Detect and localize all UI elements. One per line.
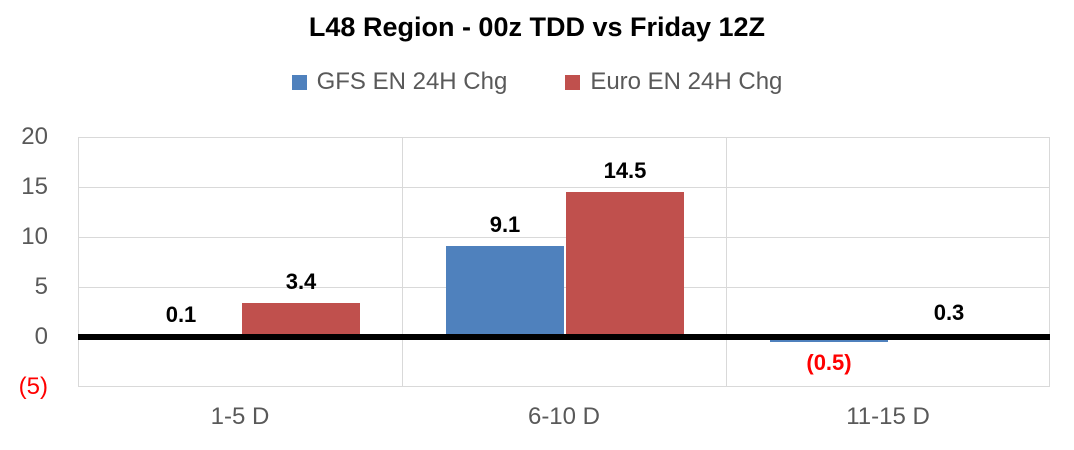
data-label: (0.5): [806, 350, 852, 375]
data-label: 14.5: [603, 158, 647, 183]
gridline-vertical: [1049, 137, 1050, 387]
data-label: 3.4: [285, 269, 317, 294]
gridline-vertical: [402, 137, 403, 387]
bar-gfs-6-10-d: [446, 246, 564, 337]
gridline-vertical: [726, 137, 727, 387]
gridline-horizontal: [78, 386, 1050, 387]
x-axis-category-label: 6-10 D: [527, 403, 601, 430]
y-axis-tick-label: 10: [21, 223, 48, 250]
y-axis-tick-label: (5): [18, 373, 48, 400]
legend-item-euro: Euro EN 24H Chg: [565, 68, 782, 96]
y-axis-tick-label: 0: [34, 323, 48, 350]
x-axis: 1-5 D 6-10 D 11-15 D: [78, 402, 1050, 432]
legend: GFS EN 24H Chg Euro EN 24H Chg: [0, 68, 1074, 96]
gridline-horizontal: [78, 287, 1050, 288]
gfs-series-swatch-icon: [291, 74, 307, 90]
y-axis: 20 15 10 5 0 (5): [0, 123, 50, 400]
gridline-horizontal: [78, 137, 1050, 138]
x-axis-category-label: 11-15 D: [846, 403, 930, 430]
chart-title: L48 Region - 00z TDD vs Friday 12Z: [308, 12, 766, 42]
data-label: 9.1: [489, 212, 521, 237]
euro-series-swatch-icon: [565, 74, 581, 90]
bar-euro-1-5-d: [242, 303, 360, 337]
zero-axis-line: [78, 334, 1050, 340]
plot-area: 0.1 9.1 (0.5) 3.4 14.5 0.3: [78, 137, 1050, 387]
bar-euro-6-10-d: [566, 192, 684, 337]
legend-label-gfs: GFS EN 24H Chg: [316, 68, 508, 95]
gridline-horizontal: [78, 187, 1050, 188]
gridline-horizontal: [78, 237, 1050, 238]
y-axis-tick-label: 20: [21, 123, 48, 150]
data-label: 0.1: [165, 302, 197, 327]
y-axis-tick-label: 5: [34, 273, 48, 300]
legend-item-gfs: GFS EN 24H Chg: [291, 68, 508, 96]
x-axis-category-label: 1-5 D: [210, 403, 270, 430]
y-axis-tick-label: 15: [21, 173, 48, 200]
gridline-vertical: [78, 137, 79, 387]
data-label: 0.3: [933, 300, 965, 325]
legend-label-euro: Euro EN 24H Chg: [590, 68, 783, 95]
